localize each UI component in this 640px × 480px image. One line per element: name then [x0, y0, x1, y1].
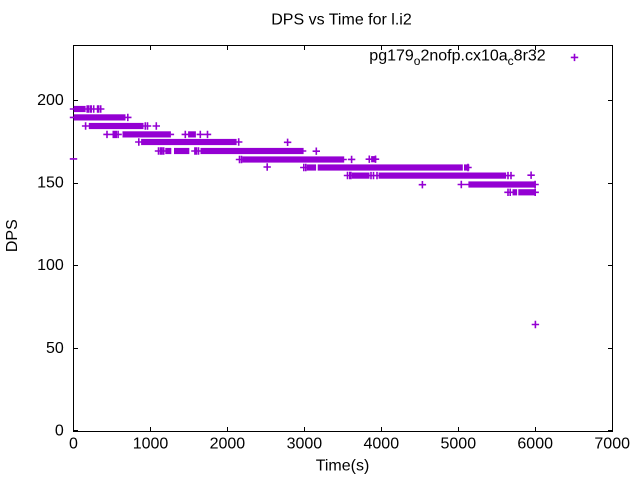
svg-text:1000: 1000	[133, 435, 169, 452]
svg-text:DPS vs Time for l.i2: DPS vs Time for l.i2	[271, 12, 412, 29]
svg-text:pg179o2nofp.cx10ac8r32: pg179o2nofp.cx10ac8r32	[369, 47, 546, 68]
svg-text:50: 50	[46, 340, 64, 357]
svg-text:DPS: DPS	[4, 219, 21, 252]
svg-text:100: 100	[37, 257, 64, 274]
svg-text:0: 0	[69, 435, 78, 452]
svg-text:3000: 3000	[287, 435, 323, 452]
svg-text:7000: 7000	[594, 435, 630, 452]
svg-text:5000: 5000	[441, 435, 477, 452]
svg-text:150: 150	[37, 175, 64, 192]
svg-text:200: 200	[37, 92, 64, 109]
svg-text:6000: 6000	[517, 435, 553, 452]
svg-text:0: 0	[55, 422, 64, 439]
svg-text:2000: 2000	[210, 435, 246, 452]
svg-text:Time(s): Time(s)	[316, 458, 370, 475]
svg-text:4000: 4000	[364, 435, 400, 452]
